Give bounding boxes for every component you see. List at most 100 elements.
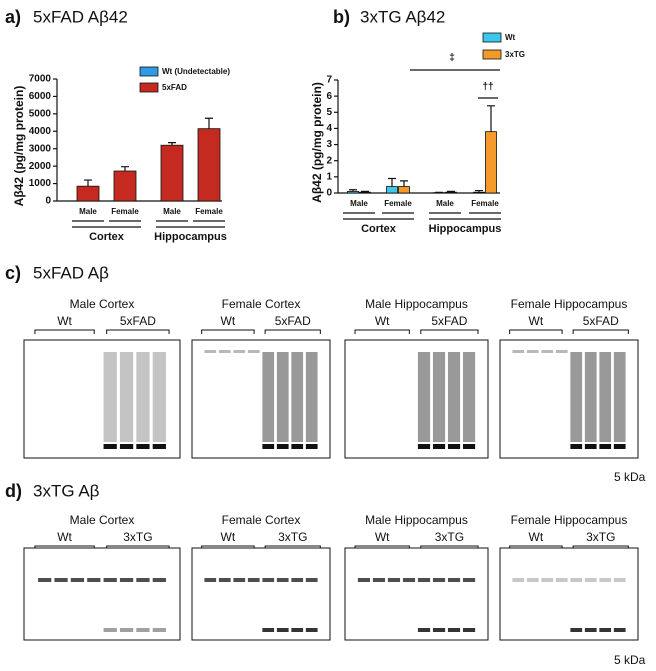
band [136,578,150,582]
lane-label: 3xTG [123,530,152,544]
band [204,578,217,582]
bar [347,190,359,194]
x-tick-label: Female [384,199,412,208]
y-tick-label: 7 [326,75,332,86]
blot-panel-title: Male Hippocampus [365,513,468,527]
blot-panel-title: Female Cortex [222,513,301,527]
lane-label: 5xFAD [120,314,156,328]
band [233,578,246,582]
y-axis-label: Aβ42 (pg/mg protein) [310,82,324,203]
x-tick-label: Female [195,207,223,216]
band [218,350,231,353]
band [372,578,386,582]
legend-swatch [139,66,159,77]
y-tick-label: 3000 [29,143,52,154]
band [599,578,612,582]
lane-label: 5xFAD [431,314,467,328]
band [462,628,476,632]
lane-label: 3xTG [435,530,464,544]
bar [386,186,398,194]
marker-label: 5 kDa [614,470,646,484]
smear [462,352,476,442]
smear [305,352,318,442]
x-tick-label: Male [350,199,368,208]
band [119,578,134,582]
lane-label: Wt [57,314,72,328]
lane-bracket [420,329,479,334]
band [541,578,554,582]
smear [152,352,166,442]
band [276,444,289,449]
lane-bracket [201,329,255,334]
band [291,628,304,632]
legend-label: Wt (Undetectable) [162,67,230,76]
band [54,578,68,582]
band [152,628,166,632]
blot-panel-title: Male Cortex [70,297,135,311]
error-bar [84,179,92,187]
band [247,350,260,353]
band [305,578,318,582]
band [526,350,539,353]
group-label: Cortex [361,223,397,235]
band [432,628,446,632]
smear [570,352,583,442]
band [599,444,612,449]
smear [291,352,304,442]
band [136,444,150,449]
band [462,578,476,582]
y-tick-label: 1000 [29,178,52,189]
lane-label: 5xFAD [583,314,619,328]
blot-title: 3xTG Aβ [33,481,100,500]
bar [76,185,100,202]
band [432,578,446,582]
legend-label: Wt [505,33,516,42]
error-bar [361,190,369,193]
panel-label: a) [5,7,21,27]
band [233,350,246,353]
band [613,628,626,632]
y-tick-label: 5000 [29,108,52,119]
x-tick-label: Female [111,207,139,216]
smear [613,352,626,442]
smear [599,352,612,442]
band [526,578,539,582]
band [87,578,101,582]
blot-panel-title: Male Hippocampus [365,297,468,311]
bar [473,191,485,194]
blot-title: 5xFAD Aβ [33,263,109,282]
chart-title: 5xFAD Aβ42 [33,7,128,26]
y-tick-label: 3 [326,139,332,150]
lane-label: Wt [375,314,390,328]
band [599,628,612,632]
panel-label: d) [5,481,22,501]
legend-swatch [139,82,159,93]
band [305,628,318,632]
lane-label: Wt [375,530,390,544]
group-label: Hippocampus [429,223,502,235]
blot-frame [344,547,489,641]
band [276,628,289,632]
band [357,578,371,582]
blot-frame [499,547,639,641]
bar [160,144,184,202]
legend-label: 3xTG [505,50,525,59]
x-tick-label: Male [79,207,97,216]
y-tick-label: 5 [326,107,332,118]
bar [445,191,457,194]
lane-bracket [572,329,629,334]
smear [417,352,431,442]
group-label: Cortex [89,231,125,243]
band [417,444,431,449]
band [103,444,117,449]
band [584,628,597,632]
error-bar [475,189,483,193]
blot-frame [23,339,181,459]
marker-label: 5 kDa [614,653,646,667]
band [136,628,150,632]
lane-label: 3xTG [586,530,615,544]
blot-panel-title: Female Hippocampus [511,513,628,527]
band [512,578,525,582]
band [512,350,525,353]
legend-swatch [482,32,502,43]
